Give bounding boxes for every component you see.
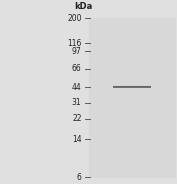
Bar [113,85,151,86]
Text: 97: 97 [72,47,82,56]
Text: 44: 44 [72,83,82,92]
Text: 14: 14 [72,135,82,144]
Text: 116: 116 [67,39,82,48]
Bar [113,87,151,88]
Text: 22: 22 [72,114,82,123]
Text: 6: 6 [77,173,82,182]
Text: 66: 66 [72,64,82,73]
Bar [113,88,151,89]
Text: 31: 31 [72,98,82,107]
Bar [113,85,151,86]
Bar [88,18,176,177]
Bar [113,87,151,88]
Text: 200: 200 [67,14,82,23]
Text: kDa: kDa [74,2,92,11]
Bar [113,88,151,89]
Bar [113,86,151,87]
Bar [113,86,151,87]
